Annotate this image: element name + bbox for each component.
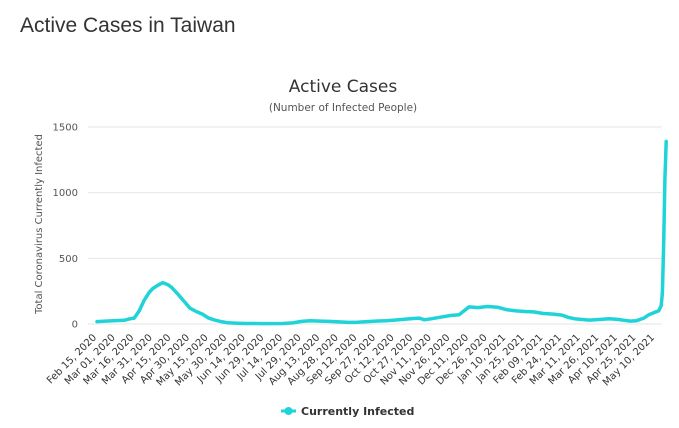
chart-title: Active Cases xyxy=(289,77,398,97)
legend-swatch-marker xyxy=(284,407,293,415)
grid-layer xyxy=(88,126,662,325)
y-axis-label: Total Coronavirus Currently Infected xyxy=(34,134,45,315)
series-layer xyxy=(95,139,668,326)
legend[interactable]: Currently Infected xyxy=(281,405,414,418)
legend-label-currently-infected: Currently Infected xyxy=(301,405,414,418)
y-tick-label: 0 xyxy=(72,320,78,331)
y-tick-label: 1000 xyxy=(53,188,78,199)
y-tick-labels: 0 500 1000 1500 xyxy=(53,123,78,331)
series-line-currently-infected xyxy=(95,139,668,326)
page-heading: Active Cases in Taiwan xyxy=(20,14,236,37)
y-tick-label: 500 xyxy=(59,254,78,265)
chart-subtitle: (Number of Infected People) xyxy=(269,102,417,114)
y-tick-label: 1500 xyxy=(53,123,78,134)
